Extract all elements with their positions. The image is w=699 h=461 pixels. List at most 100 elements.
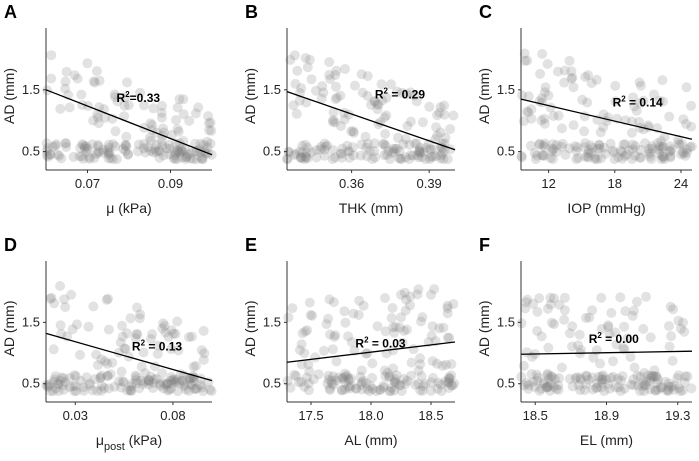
scatter-point <box>638 95 649 106</box>
scatter-point <box>535 68 546 79</box>
scatter-point <box>158 377 169 388</box>
scatter-point <box>61 142 72 152</box>
scatter-points <box>41 50 217 165</box>
scatter-point <box>88 301 99 312</box>
x-tick-label: 0.09 <box>158 176 183 191</box>
scatter-point <box>686 100 697 111</box>
scatter-point <box>545 299 556 310</box>
scatter-point <box>635 80 646 91</box>
scatter-point <box>394 146 405 157</box>
scatter-point <box>571 154 582 165</box>
scatter-point <box>686 383 697 394</box>
scatter-point <box>652 374 663 385</box>
scatter-point <box>654 141 665 152</box>
scatter-point <box>348 308 359 319</box>
scatter-point <box>168 328 179 339</box>
scatter-point <box>629 101 640 112</box>
scatter-point <box>74 151 85 162</box>
scatter-point <box>635 153 646 163</box>
scatter-point <box>566 66 577 77</box>
scatter-point <box>583 70 594 81</box>
scatter-point <box>205 384 215 395</box>
scatter-point <box>340 64 350 74</box>
y-axis-label: AD (mm) <box>242 68 258 124</box>
scatter-point <box>425 144 436 155</box>
scatter-point <box>585 140 596 151</box>
scatter-point <box>294 345 305 355</box>
scatter-point <box>635 152 646 163</box>
scatter-point <box>172 386 183 397</box>
scatter-point <box>339 114 350 125</box>
y-axis-label: AD (mm) <box>242 301 258 357</box>
scatter-point <box>157 131 168 142</box>
scatter-points <box>516 291 697 397</box>
scatter-point <box>435 153 446 164</box>
scatter-point <box>174 147 185 158</box>
scatter-point <box>432 358 442 369</box>
scatter-point <box>396 154 407 165</box>
scatter-point <box>56 372 67 383</box>
scatter-point <box>84 378 95 389</box>
scatter-point <box>81 372 92 383</box>
scatter-point <box>442 332 453 343</box>
scatter-point <box>172 145 183 156</box>
scatter-point <box>176 375 187 386</box>
scatter-point <box>299 381 310 392</box>
scatter-point <box>362 384 373 395</box>
scatter-point <box>539 151 550 161</box>
scatter-point <box>442 300 453 311</box>
scatter-point <box>438 154 449 165</box>
scatter-point <box>675 323 686 334</box>
scatter-point <box>405 300 415 311</box>
scatter-point <box>51 139 62 150</box>
scatter-point <box>126 386 137 397</box>
scatter-point <box>596 153 607 164</box>
scatter-point <box>548 144 559 155</box>
scatter-point <box>592 382 603 393</box>
scatter-point <box>152 348 163 359</box>
scatter-point <box>564 328 575 339</box>
scatter-point <box>369 146 380 156</box>
scatter-point <box>537 97 548 108</box>
scatter-point <box>673 134 684 145</box>
scatter-point <box>71 386 82 397</box>
scatter-point <box>303 385 314 396</box>
scatter-point <box>659 131 670 142</box>
scatter-point <box>302 325 313 336</box>
scatter-point <box>78 153 89 164</box>
scatter-point <box>443 377 454 388</box>
scatter-point <box>344 146 355 157</box>
scatter-point <box>45 149 56 160</box>
scatter-point <box>123 149 134 160</box>
scatter-point <box>338 372 349 383</box>
scatter-point <box>330 94 341 105</box>
scatter-point <box>536 115 547 126</box>
scatter-point <box>675 386 686 397</box>
scatter-point <box>196 152 207 163</box>
scatter-point <box>642 370 653 381</box>
scatter-point <box>205 117 216 128</box>
scatter-point <box>81 141 92 152</box>
scatter-point <box>436 386 447 397</box>
scatter-point <box>327 154 338 165</box>
scatter-point <box>677 147 688 157</box>
scatter-point <box>568 120 579 131</box>
scatter-point <box>296 376 307 387</box>
scatter-point <box>378 382 389 393</box>
scatter-point <box>516 151 527 162</box>
scatter-point <box>446 370 457 381</box>
scatter-point <box>52 149 63 160</box>
scatter-point <box>123 100 134 111</box>
x-tick-label: 19.3 <box>665 408 690 423</box>
scatter-point <box>109 89 120 100</box>
scatter-point <box>536 383 547 394</box>
scatter-point <box>60 138 71 149</box>
scatter-point <box>680 150 691 161</box>
scatter-point <box>370 96 381 107</box>
scatter-point <box>302 142 313 153</box>
scatter-point <box>362 138 373 149</box>
scatter-point <box>391 370 402 381</box>
scatter-point <box>156 107 167 118</box>
scatter-point <box>567 381 578 392</box>
